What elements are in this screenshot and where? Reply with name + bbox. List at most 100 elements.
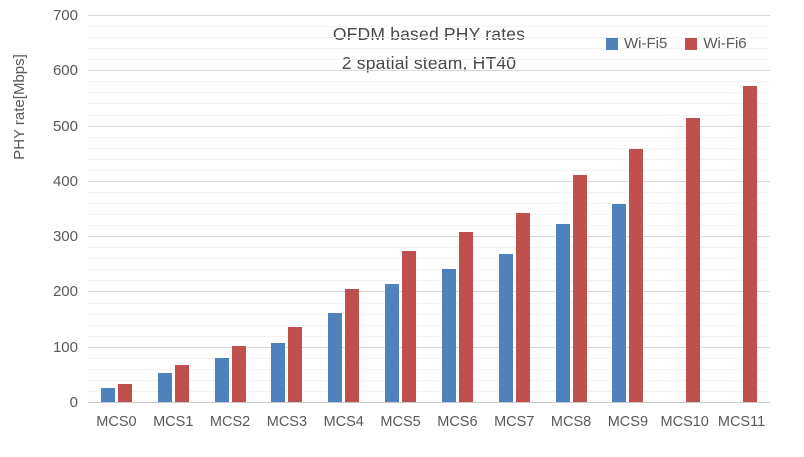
gridline-minor (88, 324, 770, 326)
gridline-minor (88, 103, 770, 105)
x-label-mcs9: MCS9 (607, 414, 649, 430)
gridline-minor (88, 191, 770, 193)
gridline-minor (88, 136, 770, 138)
x-label-mcs3: MCS3 (266, 414, 308, 430)
x-label-mcs0: MCS0 (96, 414, 137, 430)
plot-area (88, 15, 770, 403)
category-mcs11 (713, 16, 770, 403)
bar-wi-fi5-mcs1 (157, 373, 172, 403)
bar-slot-wi-fi5-mcs9 (612, 203, 627, 403)
chart-title-line1: OFDM based PHY rates (332, 24, 526, 44)
category-mcs7 (486, 16, 543, 403)
gridline-minor (88, 169, 770, 171)
y-tick-label-600: 600 (52, 62, 78, 80)
x-label-mcs11: MCS11 (717, 414, 766, 430)
bar-wi-fi6-mcs10 (686, 117, 701, 403)
gridline-minor (88, 158, 770, 160)
gridline-minor (88, 335, 770, 337)
category-mcs10 (656, 16, 713, 403)
gridline-minor (88, 202, 770, 204)
bar-wi-fi5-mcs0 (100, 388, 115, 403)
gridline-major (88, 236, 770, 238)
category-mcs3 (258, 16, 315, 403)
bar-slot-wi-fi6-mcs11 (743, 85, 758, 403)
gridline-minor (88, 114, 770, 116)
x-label-mcs7: MCS7 (494, 414, 535, 430)
gridline-minor (88, 81, 770, 83)
gridline-minor (88, 368, 770, 370)
legend: Wi-Fi5 Wi-Fi6 (606, 35, 747, 52)
gridline-minor (88, 313, 770, 315)
legend-swatch-wi-fi6 (685, 37, 698, 50)
category-mcs8 (543, 16, 600, 403)
gridline-minor (88, 26, 770, 28)
bar-wi-fi6-mcs8 (572, 174, 587, 403)
bar-slot-wi-fi5-mcs4 (328, 313, 343, 403)
y-tick-label-400: 400 (52, 172, 78, 190)
category-mcs2 (202, 16, 259, 403)
gridline-minor (88, 48, 770, 50)
gridline-major (88, 125, 770, 127)
category-mcs4 (315, 16, 372, 403)
bar-slot-wi-fi5-mcs0 (100, 388, 115, 403)
legend-item-wi-fi5: Wi-Fi5 (606, 35, 667, 52)
x-label-mcs4: MCS4 (323, 414, 364, 430)
legend-label-wi-fi6: Wi-Fi6 (703, 35, 747, 52)
gridline-major (88, 346, 770, 348)
category-mcs6 (429, 16, 486, 403)
bar-slot-wi-fi6-mcs7 (515, 212, 530, 403)
category-mcs9 (599, 16, 656, 403)
bar-slot-wi-fi6-mcs6 (458, 231, 473, 403)
gridline-minor (88, 247, 770, 249)
y-tick-label-200: 200 (52, 283, 78, 301)
x-label-mcs6: MCS6 (437, 414, 478, 430)
x-label-mcs10: MCS10 (660, 414, 709, 430)
gridline-minor (88, 225, 770, 227)
y-tick-label-100: 100 (52, 338, 78, 356)
bar-slot-wi-fi6-mcs4 (345, 288, 360, 403)
gridline-major (88, 291, 770, 293)
bar-slot-wi-fi5-mcs3 (271, 343, 286, 403)
gridline-minor (88, 379, 770, 381)
bar-slot-wi-fi5-mcs2 (214, 358, 229, 403)
legend-item-wi-fi6: Wi-Fi6 (685, 35, 747, 52)
x-axis-labels: MCS0 MCS1 MCS2 MCS3 MCS4 MCS5 MCS6 MCS7 MCS8 MCS9… (88, 414, 770, 430)
gridline-major (88, 180, 770, 182)
bar-slot-wi-fi5-mcs6 (441, 268, 456, 403)
bar-wi-fi6-mcs0 (117, 383, 132, 403)
bar-wi-fi6-mcs5 (402, 250, 417, 403)
category-mcs0 (88, 16, 145, 403)
bar-slot-wi-fi5-mcs8 (555, 223, 570, 403)
bar-slot-wi-fi6-mcs1 (174, 364, 189, 403)
gridline-major (88, 15, 770, 16)
bar-wi-fi5-mcs4 (328, 313, 343, 403)
y-tick-label-300: 300 (52, 228, 78, 246)
gridline-minor (88, 214, 770, 216)
bars-container (88, 16, 770, 403)
bar-slot-wi-fi5-mcs5 (385, 283, 400, 403)
y-tick-label-0: 0 (69, 394, 78, 411)
gridline-minor (88, 302, 770, 304)
chart-title: OFDM based PHY rates 2 spatial steam, HT… (259, 20, 599, 78)
bar-wi-fi5-mcs5 (385, 283, 400, 403)
gridline-minor (88, 258, 770, 260)
chart-title-line2: 2 spatial steam, HT40 (341, 53, 517, 73)
legend-swatch-wi-fi5 (606, 37, 618, 50)
gridline-minor (88, 37, 770, 39)
bar-slot-wi-fi6-mcs8 (572, 174, 587, 403)
gridline-minor (88, 390, 770, 392)
x-label-mcs8: MCS8 (550, 414, 592, 430)
bar-slot-wi-fi6-mcs3 (288, 326, 303, 403)
gridline-minor (88, 280, 770, 282)
x-label-mcs1: MCS1 (153, 414, 194, 430)
bar-wi-fi6-mcs9 (629, 149, 644, 403)
bar-slot-wi-fi6-mcs2 (231, 345, 246, 403)
bar-wi-fi5-mcs6 (441, 268, 456, 403)
gridline-minor (88, 269, 770, 271)
x-label-mcs2: MCS2 (209, 414, 251, 430)
x-axis-line (88, 402, 770, 403)
bar-slot-wi-fi6-mcs0 (117, 383, 132, 403)
y-tick-label-700: 700 (52, 7, 78, 24)
gridline-minor (88, 147, 770, 149)
bar-wi-fi5-mcs8 (555, 223, 570, 403)
